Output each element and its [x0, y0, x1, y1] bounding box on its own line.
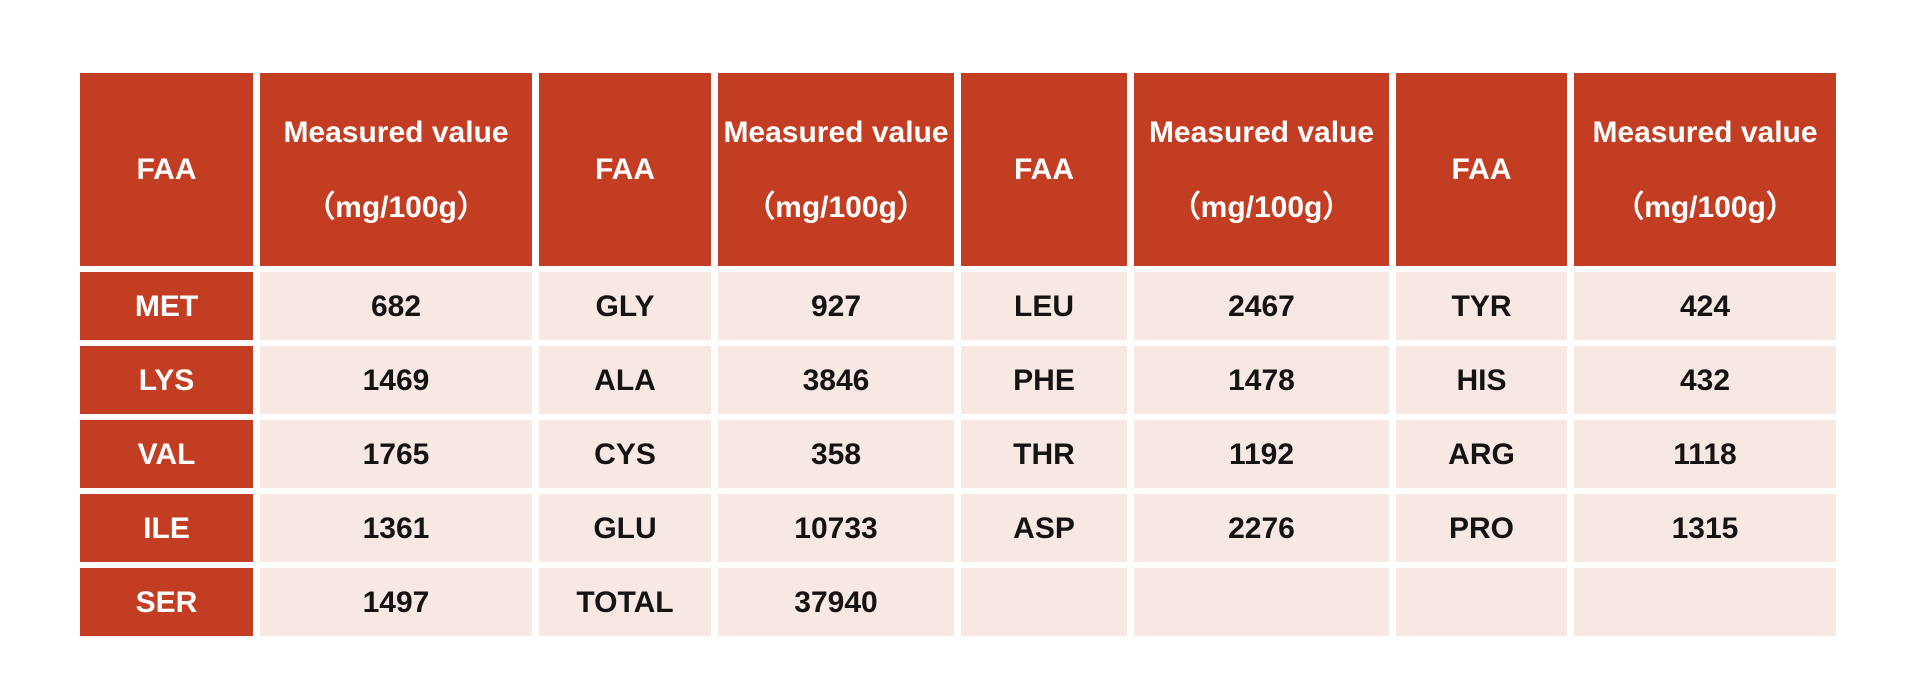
row-label-cell-r0: MET [80, 272, 253, 340]
faa-name-cell-r2c6-text: ARG [1448, 437, 1515, 471]
value-cell-r1c5: 1478 [1134, 346, 1389, 414]
faa-name-cell-r3c4: ASP [961, 494, 1127, 562]
value-cell-r3c1-text: 1361 [362, 511, 430, 545]
faa-name-cell-r4c2: TOTAL [539, 568, 711, 636]
unit-label: （mg/100g） [1170, 190, 1353, 224]
value-cell-r3c5-text: 2276 [1228, 511, 1295, 545]
value-cell-r1c7-text: 432 [1679, 363, 1731, 397]
faa-name-cell-r0c2: GLY [539, 272, 711, 340]
header-cell-faa-0-text: FAA [136, 153, 197, 186]
row-label-cell-r4: SER [80, 568, 253, 636]
value-cell-r0c5: 2467 [1134, 272, 1389, 340]
value-cell-r2c3: 358 [718, 420, 954, 488]
faa-name-cell-r0c4-text: LEU [1014, 289, 1074, 323]
value-cell-r3c7-text: 1315 [1671, 511, 1739, 545]
faa-name-cell-r2c6: ARG [1396, 420, 1567, 488]
faa-name-cell-r3c6: PRO [1396, 494, 1567, 562]
value-cell-r2c1: 1765 [260, 420, 532, 488]
value-cell-r3c7: 1315 [1574, 494, 1836, 562]
unit-label: （mg/100g） [1614, 190, 1796, 224]
header-cell-measured-value-2: Measured value （mg/100g） [1134, 73, 1389, 266]
faa-name-cell-r1c6: HIS [1396, 346, 1567, 414]
faa-name-cell-r0c6-text: TYR [1451, 289, 1512, 323]
header-cell-faa-1: FAA [539, 73, 711, 266]
row-label-cell-r1: LYS [80, 346, 253, 414]
row-label-cell-r2: VAL [80, 420, 253, 488]
faa-name-cell-r1c4: PHE [961, 346, 1127, 414]
measured-value-label: Measured value [1148, 115, 1375, 149]
faa-name-cell-r3c2-text: GLU [593, 511, 657, 545]
value-cell-r2c1-text: 1765 [362, 437, 430, 471]
value-cell-r3c3-text: 10733 [794, 511, 878, 545]
header-cell-faa-2: FAA [961, 73, 1127, 266]
value-cell-r4c1-text: 1497 [362, 585, 430, 619]
value-cell-r0c1: 682 [260, 272, 532, 340]
value-cell-r0c7: 424 [1574, 272, 1836, 340]
faa-name-cell-r4c4 [961, 568, 1127, 636]
row-label-cell-r0-text: MET [134, 289, 199, 323]
value-cell-r2c7-text: 1118 [1673, 437, 1737, 471]
unit-label: （mg/100g） [745, 190, 927, 224]
value-cell-r2c5: 1192 [1134, 420, 1389, 488]
header-cell-faa-0: FAA [80, 73, 253, 266]
value-cell-r3c5: 2276 [1134, 494, 1389, 562]
value-cell-r4c7 [1574, 568, 1836, 636]
row-label-cell-r4-text: SER [135, 585, 198, 619]
value-cell-r1c1: 1469 [260, 346, 532, 414]
faa-name-cell-r1c2-text: ALA [594, 363, 656, 397]
value-cell-r0c7-text: 424 [1679, 289, 1731, 323]
value-cell-r1c1-text: 1469 [362, 363, 430, 397]
value-cell-r2c5-text: 1192 [1228, 437, 1295, 471]
faa-name-cell-r3c4-text: ASP [1013, 511, 1075, 545]
value-cell-r3c1: 1361 [260, 494, 532, 562]
row-label-cell-r3: ILE [80, 494, 253, 562]
value-cell-r1c5-text: 1478 [1228, 363, 1295, 397]
row-label-cell-r3-text: ILE [143, 511, 190, 545]
faa-name-cell-r3c6-text: PRO [1448, 511, 1514, 545]
value-cell-r0c3: 927 [718, 272, 954, 340]
faa-name-cell-r1c6-text: HIS [1456, 363, 1507, 397]
faa-name-cell-r1c4-text: PHE [1013, 363, 1075, 397]
header-cell-measured-value-3: Measured value （mg/100g） [1574, 73, 1836, 266]
value-cell-r0c1-text: 682 [370, 289, 422, 323]
header-cell-measured-value-0: Measured value （mg/100g） [260, 73, 532, 266]
value-cell-r4c3: 37940 [718, 568, 954, 636]
value-cell-r1c7: 432 [1574, 346, 1836, 414]
value-cell-r4c3-text: 37940 [794, 585, 878, 619]
faa-name-cell-r2c2: CYS [539, 420, 711, 488]
value-cell-r1c3-text: 3846 [802, 363, 870, 397]
faa-name-cell-r4c2-text: TOTAL [576, 585, 674, 619]
faa-name-cell-r2c4: THR [961, 420, 1127, 488]
faa-name-cell-r0c4: LEU [961, 272, 1127, 340]
faa-name-cell-r4c6 [1396, 568, 1567, 636]
row-label-cell-r2-text: VAL [137, 437, 196, 471]
value-cell-r0c3-text: 927 [810, 289, 862, 323]
faa-name-cell-r2c2-text: CYS [594, 437, 656, 471]
row-label-cell-r1-text: LYS [138, 363, 195, 397]
value-cell-r4c1: 1497 [260, 568, 532, 636]
measured-value-label: Measured value [1592, 115, 1818, 149]
value-cell-r4c5 [1134, 568, 1389, 636]
faa-name-cell-r0c6: TYR [1396, 272, 1567, 340]
header-cell-measured-value-1: Measured value （mg/100g） [718, 73, 954, 266]
value-cell-r0c5-text: 2467 [1228, 289, 1295, 323]
faa-name-cell-r1c2: ALA [539, 346, 711, 414]
value-cell-r2c3-text: 358 [810, 437, 862, 471]
value-cell-r2c7: 1118 [1574, 420, 1836, 488]
header-cell-faa-1-text: FAA [595, 153, 655, 186]
faa-name-cell-r3c2: GLU [539, 494, 711, 562]
faa-name-cell-r0c2-text: GLY [595, 289, 655, 323]
header-cell-faa-3: FAA [1396, 73, 1567, 266]
value-cell-r1c3: 3846 [718, 346, 954, 414]
faa-measured-values-table: FAA Measured value （mg/100g） FAA Measured va… [80, 73, 1836, 636]
value-cell-r3c3: 10733 [718, 494, 954, 562]
measured-value-label: Measured value [283, 115, 509, 149]
measured-value-label: Measured value [723, 115, 949, 149]
unit-label: （mg/100g） [305, 190, 487, 224]
header-cell-faa-3-text: FAA [1451, 153, 1512, 186]
faa-name-cell-r2c4-text: THR [1013, 437, 1075, 471]
header-cell-faa-2-text: FAA [1014, 153, 1074, 186]
